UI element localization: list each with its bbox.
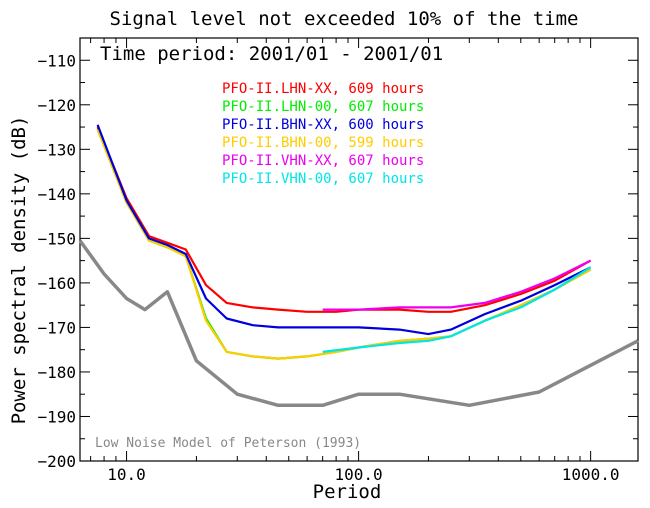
y-tick-label: −200 bbox=[37, 452, 76, 471]
reference-noise-model-line bbox=[78, 239, 639, 408]
y-tick-label: −190 bbox=[37, 407, 76, 426]
legend-entry: PFO-II.BHN-00, 599 hours bbox=[222, 135, 424, 151]
reference-model-label: Low Noise Model of Peterson (1993) bbox=[95, 436, 361, 451]
chart-title: Signal level not exceeded 10% of the tim… bbox=[110, 8, 579, 30]
legend-entry: PFO-II.LHN-XX, 609 hours bbox=[222, 81, 424, 97]
y-tick-label: −180 bbox=[37, 363, 76, 382]
series-line-0 bbox=[96, 126, 592, 313]
x-tick-label: 100.0 bbox=[335, 465, 383, 484]
series-layer bbox=[78, 124, 639, 408]
y-tick-label: −160 bbox=[37, 274, 76, 293]
y-tick-label: −110 bbox=[37, 51, 76, 70]
x-axis-label: Period bbox=[313, 481, 382, 503]
legend-entry: PFO-II.LHN-00, 607 hours bbox=[222, 99, 424, 115]
y-tick-label: −130 bbox=[37, 140, 76, 159]
y-tick-label: −150 bbox=[37, 229, 76, 248]
y-axis-label: Power spectral density (dB) bbox=[8, 116, 30, 425]
y-tick-label: −170 bbox=[37, 318, 76, 337]
x-tick-label: 1000.0 bbox=[562, 465, 620, 484]
time-period-label: Time period: 2001/01 - 2001/01 bbox=[100, 43, 443, 65]
series-line-2 bbox=[96, 124, 592, 336]
plot-area: −110 −120 −130 −140 −150 −160 −170 −180 −190 −200… bbox=[37, 37, 639, 484]
x-tick-label: 10.0 bbox=[107, 465, 146, 484]
legend-entry: PFO-II.BHN-XX, 600 hours bbox=[222, 117, 424, 133]
legend-entry: PFO-II.VHN-XX, 607 hours bbox=[222, 153, 424, 169]
tick-layer: −110 −120 −130 −140 −150 −160 −170 −180 −190 −200… bbox=[37, 37, 638, 484]
y-tick-label: −140 bbox=[37, 185, 76, 204]
y-tick-label: −120 bbox=[37, 96, 76, 115]
series-line-4 bbox=[322, 259, 592, 311]
legend-entry: PFO-II.VHN-00, 607 hours bbox=[222, 171, 424, 187]
series-line-5 bbox=[322, 266, 592, 353]
legend: PFO-II.LHN-XX, 609 hours PFO-II.LHN-00, 6… bbox=[222, 81, 424, 187]
